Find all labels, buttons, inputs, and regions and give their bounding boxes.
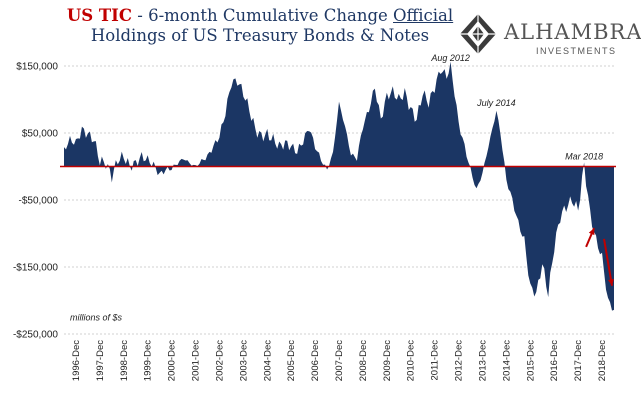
- x-tick-label: 2001-Dec: [191, 340, 202, 381]
- trend-arrows: [585, 227, 614, 286]
- x-axis-labels: 1996-Dec 1997-Dec 1998-Dec 1999-Dec 2000-Dec…: [71, 340, 608, 381]
- x-tick-label: 2003-Dec: [238, 340, 249, 381]
- y-tick-label: $50,000: [22, 129, 59, 140]
- title-prefix: US TIC: [66, 6, 132, 25]
- alhambra-logo: ALHAMBRA INVESTMENTS: [458, 12, 641, 58]
- x-tick-label: 2013-Dec: [477, 340, 488, 381]
- x-tick-label: 1996-Dec: [71, 340, 82, 381]
- title-line-2: Holdings of US Treasury Bonds & Notes: [90, 26, 430, 45]
- title-underlined: Official: [393, 6, 454, 25]
- trend-arrow-head: [607, 279, 614, 286]
- annotations: Aug 2012 July 2014 Mar 2018: [430, 53, 603, 161]
- logo-subtitle: INVESTMENTS: [536, 46, 617, 56]
- x-tick-label: 2006-Dec: [310, 340, 321, 381]
- y-tick-label: $150,000: [16, 62, 58, 73]
- title-middle: - 6-month Cumulative Change: [132, 6, 394, 25]
- x-tick-label: 1999-Dec: [143, 340, 154, 381]
- y-tick-label: -$250,000: [13, 330, 58, 341]
- annotation-label: July 2014: [476, 98, 516, 108]
- x-tick-label: 2010-Dec: [406, 340, 417, 381]
- x-tick-label: 2008-Dec: [358, 340, 369, 381]
- chart-title: US TIC - 6-month Cumulative Change Offic…: [0, 6, 520, 46]
- annotation-label: Aug 2012: [430, 53, 470, 63]
- logo-name: ALHAMBRA: [504, 20, 641, 44]
- trend-arrow-shaft: [603, 238, 613, 286]
- x-tick-label: 2002-Dec: [214, 340, 225, 381]
- x-tick-label: 1998-Dec: [119, 340, 130, 381]
- logo-mark-icon: [460, 14, 496, 54]
- x-tick-label: 2005-Dec: [286, 340, 297, 381]
- y-tick-label: -$150,000: [13, 263, 58, 274]
- y-axis-labels: $150,000 $50,000 -$50,000 -$150,000 -$250,00…: [13, 62, 58, 341]
- x-tick-label: 2014-Dec: [501, 340, 512, 381]
- x-tick-label: 2007-Dec: [334, 340, 345, 381]
- y-tick-label: -$50,000: [19, 196, 59, 207]
- annotation-label: Mar 2018: [565, 151, 603, 161]
- title-line-1: US TIC - 6-month Cumulative Change Offic…: [0, 6, 520, 26]
- x-tick-label: 2018-Dec: [597, 340, 608, 381]
- x-tick-label: 2004-Dec: [262, 340, 273, 381]
- x-tick-label: 2016-Dec: [549, 340, 560, 381]
- x-tick-label: 2011-Dec: [430, 340, 441, 381]
- series-area: [64, 61, 614, 311]
- x-tick-label: 1997-Dec: [95, 340, 106, 381]
- x-tick-label: 2017-Dec: [573, 340, 584, 381]
- trend-arrow-head: [588, 228, 595, 236]
- unit-note: millions of $s: [70, 313, 123, 323]
- x-tick-label: 2009-Dec: [382, 340, 393, 381]
- x-tick-label: 2012-Dec: [454, 340, 465, 381]
- x-tick-label: 2015-Dec: [525, 340, 536, 381]
- x-tick-label: 2000-Dec: [167, 340, 178, 381]
